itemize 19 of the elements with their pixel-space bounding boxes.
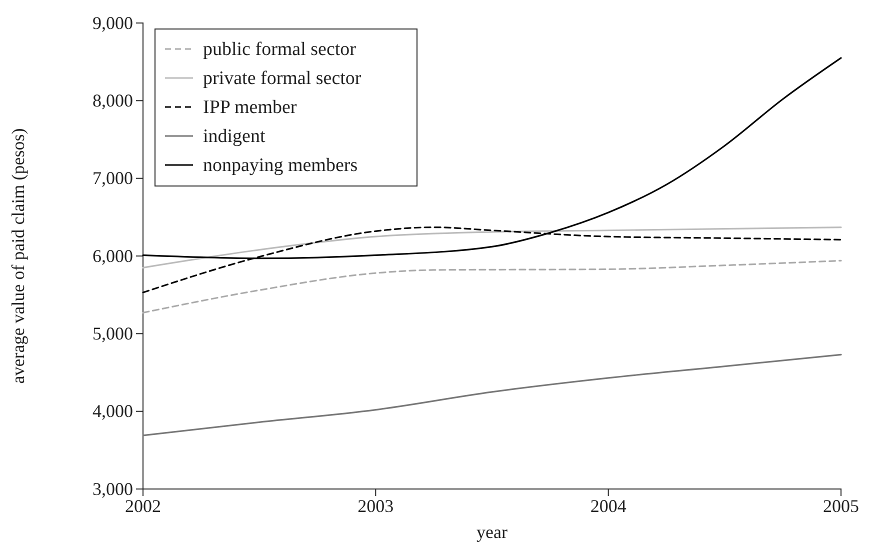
y-tick-label: 8,000	[92, 90, 133, 110]
x-tick-label: 2003	[358, 496, 394, 516]
x-axis-title: year	[476, 522, 508, 542]
y-tick-label: 5,000	[92, 323, 133, 344]
x-tick-label: 2005	[823, 496, 859, 516]
y-tick-label: 9,000	[92, 12, 133, 33]
line-series	[142, 260, 842, 314]
legend-label: nonpaying members	[203, 155, 358, 176]
line-series	[142, 354, 842, 436]
x-tick-label: 2004	[590, 496, 626, 516]
legend-label: IPP member	[203, 97, 298, 118]
legend-label: indigent	[203, 126, 266, 147]
y-tick-label: 4,000	[92, 401, 133, 422]
legend-label: public formal sector	[203, 39, 357, 60]
line-series	[142, 226, 842, 268]
legend-label: private formal sector	[203, 68, 362, 89]
y-axis-title: average value of paid claim (pesos)	[8, 128, 28, 384]
y-tick-label: 7,000	[92, 168, 133, 188]
y-tick-label: 6,000	[92, 246, 133, 266]
